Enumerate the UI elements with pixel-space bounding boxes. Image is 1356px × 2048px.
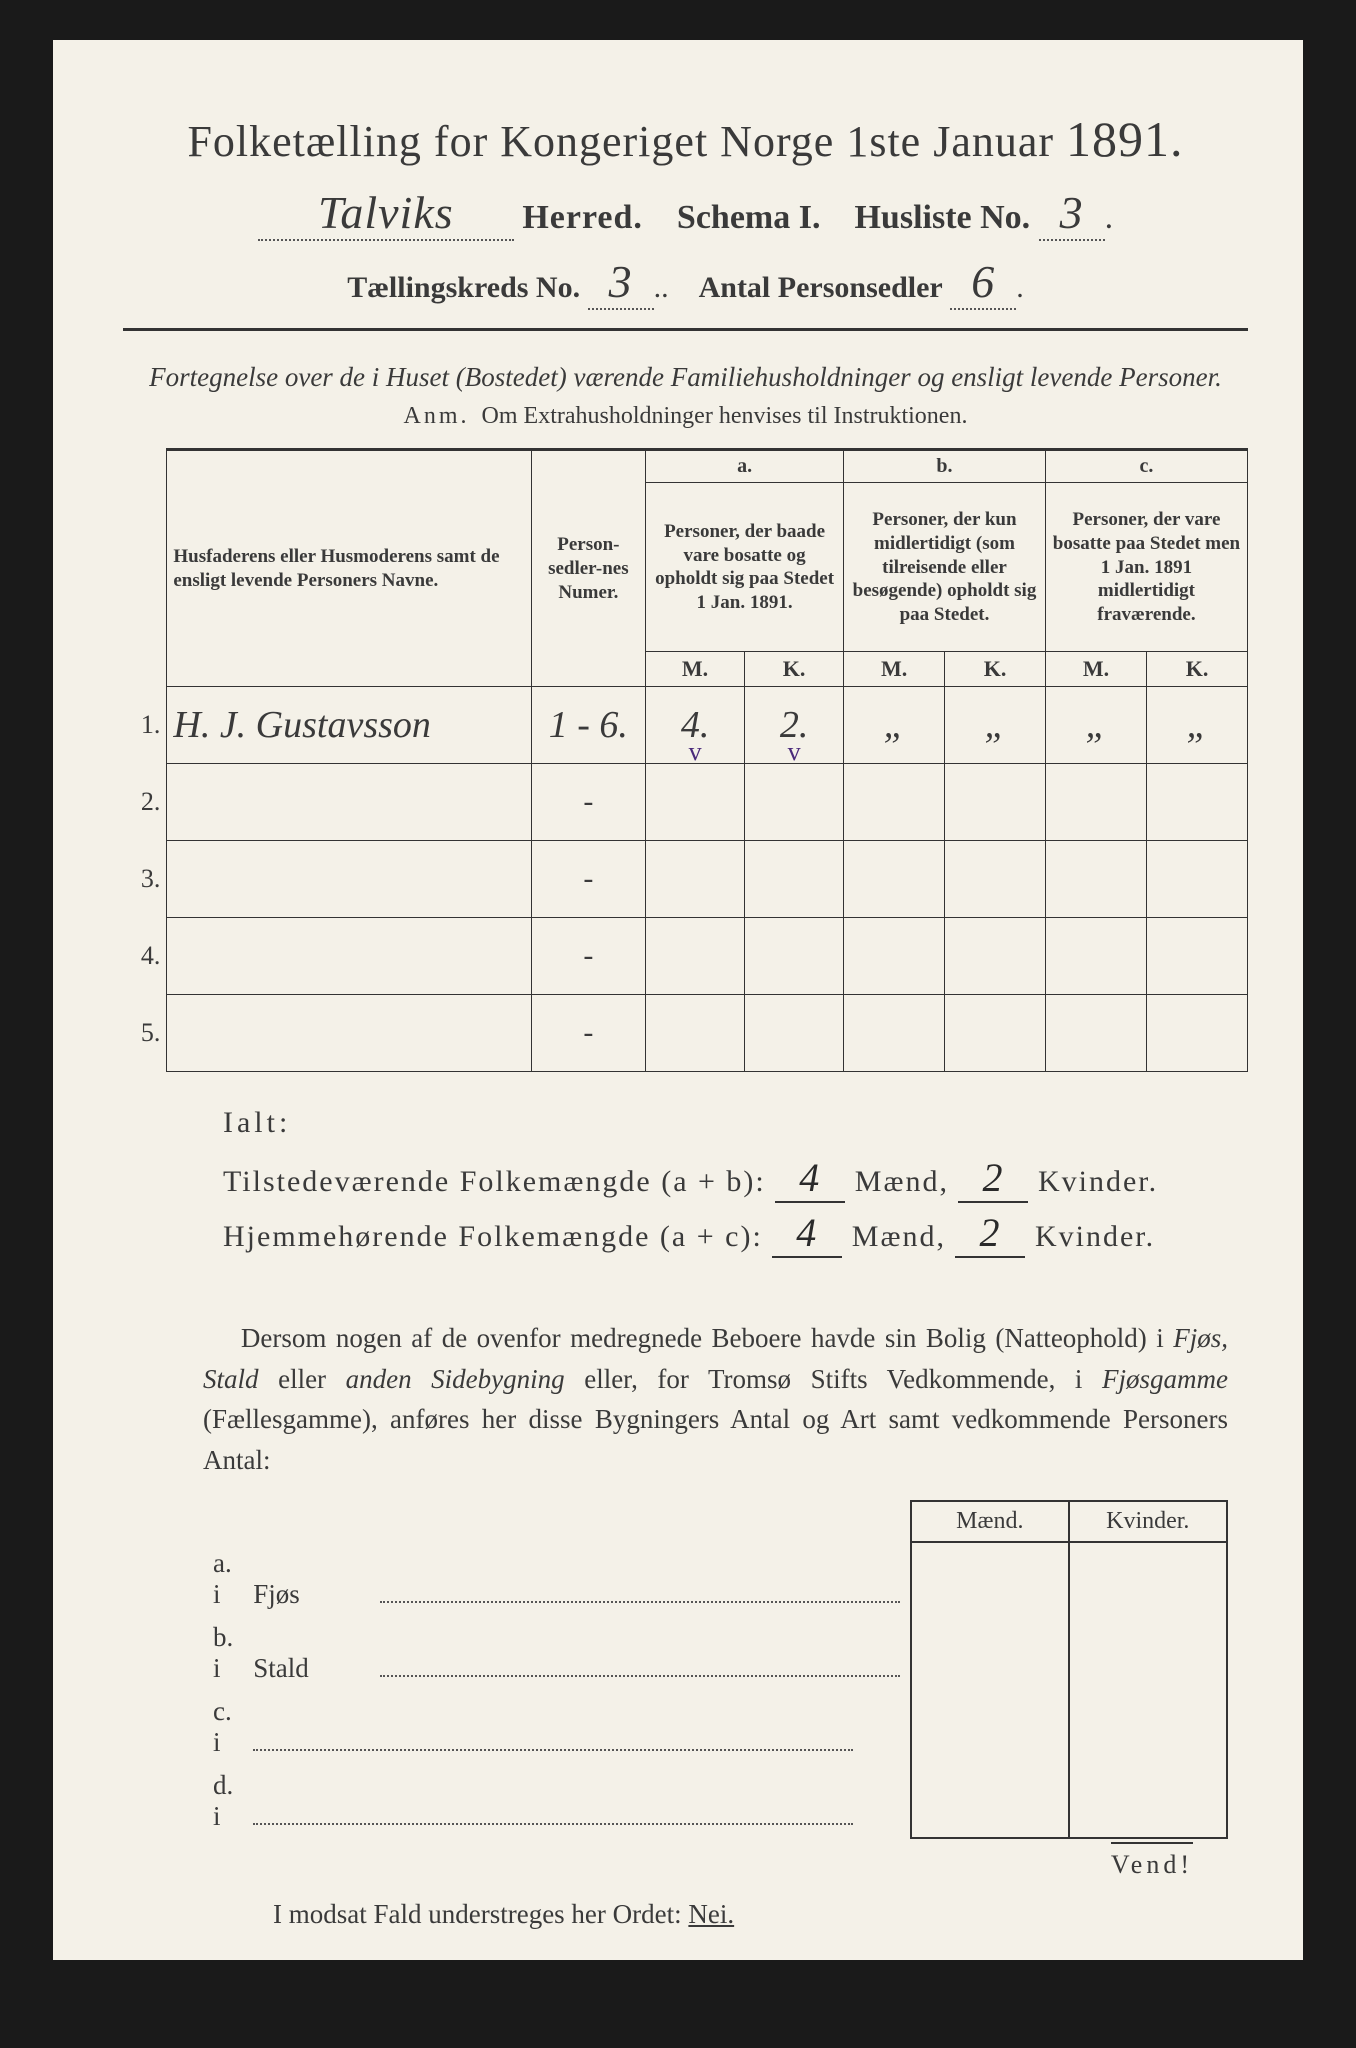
hdr-c-k: K.: [1147, 652, 1248, 687]
grp-a-label: a.: [646, 450, 844, 483]
divider: [123, 328, 1248, 331]
tick-mark: v: [745, 737, 843, 767]
sum-line-1: Tilstedeværende Folkemængde (a + b): 4 M…: [223, 1154, 1248, 1203]
annotation: Anm. Om Extrahusholdninger henvises til …: [123, 403, 1248, 430]
title-text: Folketælling for Kongeriget Norge 1ste J…: [187, 117, 1054, 166]
hdr-b-k: K.: [945, 652, 1046, 687]
antal-label: Antal Personsedler: [699, 271, 943, 304]
col-names-header: Husfaderens eller Husmoderens samt de en…: [167, 450, 531, 687]
grp-a-text: Personer, der baade vare bosatte og opho…: [646, 483, 844, 652]
tick-mark: v: [646, 737, 744, 767]
table-row: 3. -: [123, 841, 1248, 918]
hdr-a-m: M.: [646, 652, 745, 687]
anm-label: Anm.: [404, 403, 470, 429]
anm-text: Om Extrahusholdninger henvises til Instr…: [482, 403, 968, 429]
vend-label: Vend!: [1111, 1842, 1193, 1880]
row-b-k: „: [984, 704, 1005, 746]
kreds-value: 3: [588, 255, 654, 310]
side-row: c. i: [203, 1690, 1227, 1764]
title-year: 1891.: [1066, 111, 1184, 167]
side-row: a. i Fjøs: [203, 1542, 1227, 1616]
row-c-k: „: [1187, 704, 1208, 746]
grp-c-text: Personer, der vare bosatte paa Stedet me…: [1045, 483, 1247, 652]
herred-label: Herred.: [522, 199, 643, 236]
side-row: d. i: [203, 1764, 1227, 1838]
hdr-a-k: K.: [745, 652, 844, 687]
table-row: 2. -: [123, 764, 1248, 841]
side-maend-hdr: Mænd.: [911, 1501, 1068, 1542]
nei-word: Nei.: [688, 1899, 734, 1929]
ialt-label: Ialt:: [223, 1106, 1248, 1140]
grp-b-label: b.: [844, 450, 1046, 483]
subtitle: Fortegnelse over de i Huset (Bostedet) v…: [123, 359, 1248, 395]
side-row: b. i Stald: [203, 1616, 1227, 1690]
row-num: 1.: [123, 687, 167, 764]
sum1-m: 4: [799, 1155, 821, 1200]
totals-block: Ialt: Tilstedeværende Folkemængde (a + b…: [223, 1106, 1248, 1258]
sum2-k: 2: [979, 1210, 1001, 1255]
antal-value: 6: [950, 255, 1016, 310]
hdr-b-m: M.: [844, 652, 945, 687]
row-c-m: „: [1085, 704, 1106, 746]
sum-line-2: Hjemmehørende Folkemængde (a + c): 4 Mæn…: [223, 1209, 1248, 1258]
table-row: 5. -: [123, 995, 1248, 1072]
header-line-2: Talviks Herred. Schema I. Husliste No. 3…: [123, 186, 1248, 241]
census-form-page: Folketælling for Kongeriget Norge 1ste J…: [53, 40, 1303, 1960]
kreds-label: Tællingskreds No.: [347, 271, 580, 304]
explanatory-paragraph: Dersom nogen af de ovenfor medregnede Be…: [203, 1318, 1228, 1480]
page-title: Folketælling for Kongeriget Norge 1ste J…: [123, 110, 1248, 168]
header-line-3: Tællingskreds No. 3.. Antal Personsedler…: [123, 255, 1248, 310]
row-name: H. J. Gustavsson: [173, 704, 431, 746]
hdr-c-m: M.: [1045, 652, 1146, 687]
modsat-line: I modsat Fald understreges her Ordet: Ne…: [273, 1899, 1248, 1930]
table-row: 1. H. J. Gustavsson 1 - 6. 4. v 2. v „ „…: [123, 687, 1248, 764]
herred-value: Talviks: [258, 186, 514, 241]
col-num-header: Person-sedler-nes Numer.: [531, 450, 645, 687]
census-table: Husfaderens eller Husmoderens samt de en…: [123, 448, 1248, 1072]
husliste-value: 3: [1039, 186, 1105, 241]
sum1-k: 2: [982, 1155, 1004, 1200]
husliste-label: Husliste No.: [854, 199, 1030, 236]
grp-b-text: Personer, der kun midlertidigt (som tilr…: [844, 483, 1046, 652]
grp-c-label: c.: [1045, 450, 1247, 483]
sidebuilding-table: Mænd. Kvinder. a. i Fjøs b. i Stald c. i: [203, 1500, 1228, 1839]
schema-label: Schema I.: [677, 199, 821, 236]
side-kvinder-hdr: Kvinder.: [1069, 1501, 1227, 1542]
row-seq: 1 - 6.: [549, 704, 628, 746]
row-b-m: „: [884, 704, 905, 746]
sum2-m: 4: [796, 1210, 818, 1255]
table-row: 4. -: [123, 918, 1248, 995]
